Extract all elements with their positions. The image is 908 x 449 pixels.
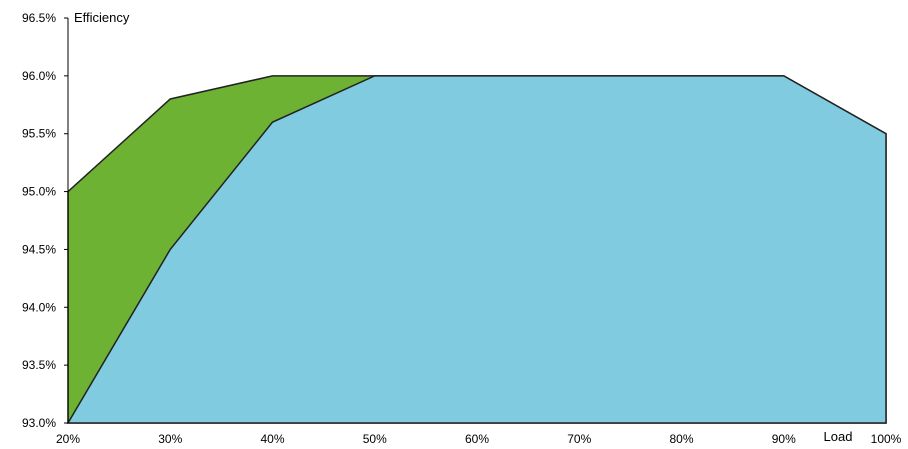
y-tick-label: 96.0% (22, 69, 56, 83)
x-tick-label: 30% (158, 432, 182, 446)
x-axis-title: Load (824, 429, 853, 444)
x-tick-label: 60% (465, 432, 489, 446)
x-tick-label: 40% (260, 432, 284, 446)
x-tick-label: 50% (363, 432, 387, 446)
y-axis-ticks: 93.0% 93.5% 94.0% 94.5% 95.0% 95.5% 96.0% 96.5% (22, 11, 68, 430)
area-series-group (66, 75, 887, 424)
x-tick-label: 80% (669, 432, 693, 446)
x-tick-label: 90% (772, 432, 796, 446)
x-tick-label: 20% (56, 432, 80, 446)
y-tick-label: 93.5% (22, 358, 56, 372)
y-tick-label: 94.5% (22, 242, 56, 256)
y-tick-label: 96.5% (22, 11, 56, 25)
y-axis-title: Efficiency (74, 10, 130, 25)
y-tick-label: 95.0% (22, 185, 56, 199)
x-tick-label: 100% (871, 432, 902, 446)
y-tick-label: 95.5% (22, 127, 56, 141)
x-tick-label: 70% (567, 432, 591, 446)
y-tick-label: 94.0% (22, 300, 56, 314)
area-series-2 (66, 75, 887, 424)
y-tick-label: 93.0% (22, 416, 56, 430)
x-axis-ticks: 20% 30% 40% 50% 60% 70% 80% 90% 100% (56, 432, 902, 446)
